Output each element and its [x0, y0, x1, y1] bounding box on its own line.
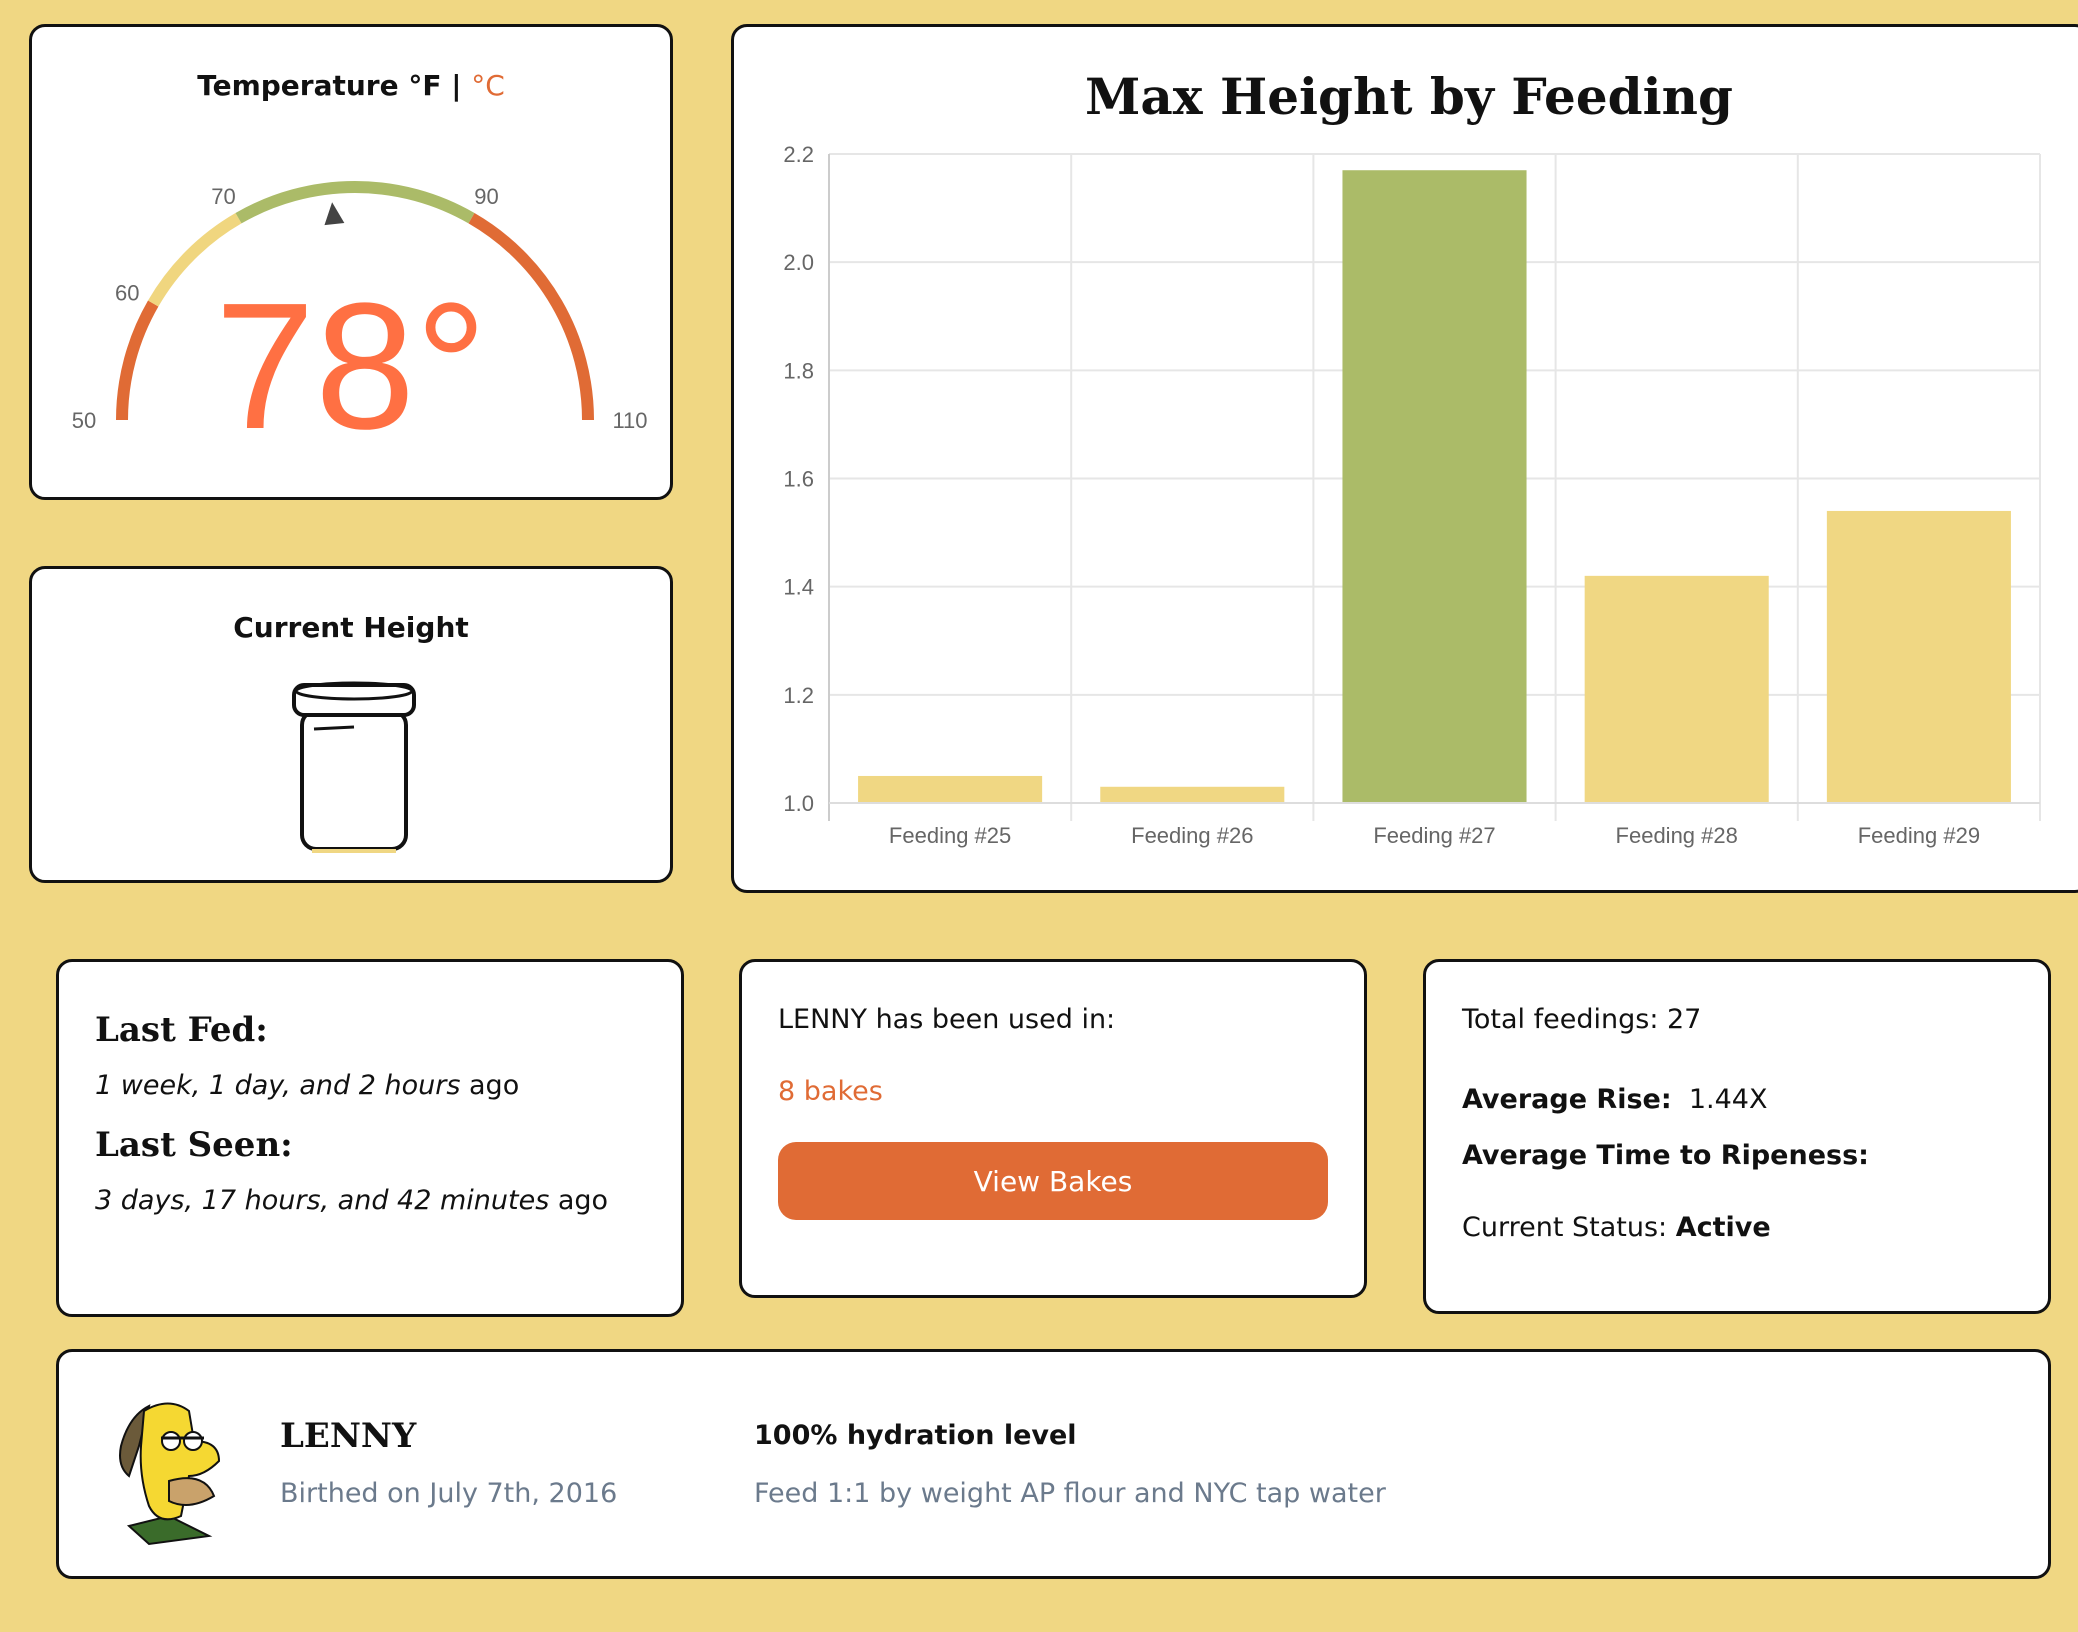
gauge-band — [116, 300, 159, 421]
bar — [1100, 786, 1285, 803]
x-tick-label: Feeding #29 — [1858, 823, 1980, 848]
fahrenheit-label[interactable]: Temperature °F — [197, 69, 442, 102]
last-fed-card: Last Fed: 1 week, 1 day, and 2 hours ago… — [56, 959, 684, 1317]
average-ripeness-label: Average Time to Ripeness: — [1462, 1140, 1869, 1171]
max-height-chart-card: Max Height by Feeding 1.0 1.2 1.4 1.6 1.8 2.0… — [731, 24, 2078, 893]
gauge-tick-label: 50 — [72, 408, 96, 433]
y-tick-label: 1.2 — [783, 683, 814, 708]
chart-title: Max Height by Feeding — [1085, 67, 1733, 126]
profile-card: LENNY Birthed on July 7th, 2016 100% hyd… — [56, 1349, 2051, 1579]
bakes-count[interactable]: 8 bakes — [778, 1076, 883, 1107]
status-value: Active — [1675, 1212, 1771, 1243]
temperature-gauge: 50 60 70 90 110 — [72, 181, 648, 433]
y-tick-label: 1.8 — [783, 358, 814, 383]
feed-instructions: Feed 1:1 by weight AP flour and NYC tap … — [754, 1478, 1386, 1509]
bar — [1584, 575, 1769, 803]
jar-icon — [292, 681, 416, 853]
gauge-tick-label: 90 — [474, 184, 498, 209]
bakes-intro: LENNY has been used in: — [778, 1004, 1116, 1035]
birth-date: Birthed on July 7th, 2016 — [280, 1478, 618, 1509]
gauge-tick-label: 60 — [115, 281, 139, 306]
x-tick-label: Feeding #28 — [1616, 823, 1738, 848]
ago-text: ago — [469, 1070, 520, 1101]
y-tick-label: 2.2 — [783, 142, 814, 167]
view-bakes-button[interactable]: View Bakes — [778, 1142, 1328, 1220]
temperature-value: 78° — [214, 266, 488, 467]
unit-separator: | — [451, 69, 462, 102]
temperature-title: Temperature °F | °C — [32, 69, 670, 102]
current-height-title: Current Height — [233, 611, 469, 644]
last-fed-label: Last Fed: — [95, 1010, 268, 1050]
stats-card: Total feedings: 27 Average Rise: 1.44X A… — [1423, 959, 2051, 1314]
last-seen-label: Last Seen: — [95, 1125, 293, 1165]
x-tick-label: Feeding #25 — [889, 823, 1011, 848]
gauge-tick-label: 110 — [612, 408, 647, 433]
gauge-needle-icon — [324, 202, 345, 226]
last-seen-value: 3 days, 17 hours, and 42 minutes — [95, 1185, 550, 1216]
average-rise-value: 1.44X — [1688, 1084, 1768, 1115]
current-height-card: Current Height — [29, 566, 673, 883]
celsius-toggle[interactable]: °C — [471, 69, 505, 102]
status-label: Current Status: — [1462, 1212, 1668, 1243]
starter-name: LENNY — [280, 1416, 417, 1456]
x-tick-label: Feeding #27 — [1373, 823, 1495, 848]
bar — [1826, 510, 2011, 803]
bakes-card: LENNY has been used in: 8 bakes View Bak… — [739, 959, 1367, 1298]
gauge-band — [235, 181, 475, 224]
temperature-card: Temperature °F | °C 50 60 70 90 110 78° — [29, 24, 673, 500]
total-feedings: Total feedings: 27 — [1462, 1004, 1702, 1035]
bar-chart: 1.0 1.2 1.4 1.6 1.8 2.0 2.2 Feeding #25 Feeding … — [783, 142, 2041, 848]
bar — [1342, 170, 1527, 804]
gauge-tick-label: 70 — [211, 184, 235, 209]
x-tick-label: Feeding #26 — [1131, 823, 1253, 848]
gauge-band — [148, 213, 242, 307]
y-tick-label: 1.4 — [783, 575, 814, 600]
bar — [858, 775, 1043, 803]
gauge-band — [468, 213, 594, 421]
y-tick-label: 1.6 — [783, 467, 814, 492]
y-tick-label: 2.0 — [783, 250, 814, 275]
avatar — [119, 1402, 221, 1546]
average-rise-label: Average Rise: — [1462, 1084, 1672, 1115]
last-fed-value: 1 week, 1 day, and 2 hours — [95, 1070, 461, 1101]
ago-text: ago — [557, 1185, 609, 1216]
y-tick-label: 1.0 — [783, 791, 814, 816]
hydration-level: 100% hydration level — [754, 1420, 1077, 1451]
